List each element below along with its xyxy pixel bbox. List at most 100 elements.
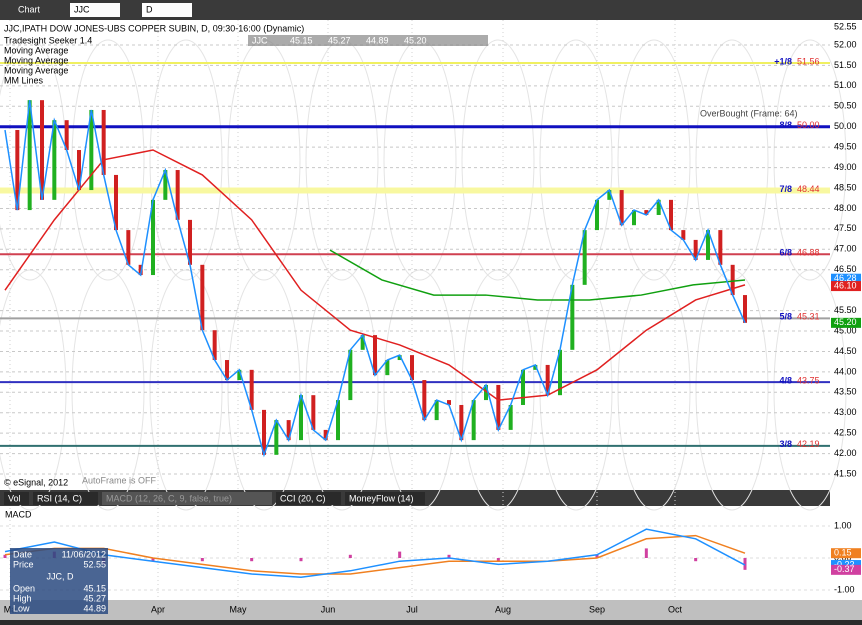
candle [619, 190, 624, 226]
tab-label[interactable]: MoneyFlow (14) [349, 493, 414, 503]
murrey-name: 5/8 [779, 312, 792, 322]
macd-hist [743, 558, 747, 570]
ma-green [329, 249, 746, 301]
macd-tick-label: -1.00 [834, 584, 855, 594]
candle [644, 210, 649, 215]
candle [693, 239, 698, 260]
price-tag-label: 46.10 [834, 280, 857, 290]
candle [360, 335, 365, 350]
candle [200, 264, 205, 331]
murrey-value: 51.56 [797, 56, 820, 66]
macd-hist [644, 548, 648, 558]
symbol[interactable]: JJC [74, 4, 90, 14]
macd-tag [831, 548, 861, 559]
y-tick-label: 42.00 [834, 448, 857, 458]
macd-pane [0, 506, 830, 600]
dw-value: 45.15 [83, 583, 106, 593]
study-label: Moving Average [4, 65, 68, 75]
study-label: Tradesight Seeker 1.4 [4, 35, 92, 45]
candle [681, 230, 686, 240]
candle [447, 400, 451, 405]
candle [471, 400, 476, 441]
candle [27, 100, 32, 211]
candle [175, 170, 180, 220]
dw-label: High [13, 593, 32, 603]
study-label: Moving Average [4, 45, 68, 55]
price-tag-label: 46.28 [834, 273, 857, 283]
dw-label: Open [13, 583, 35, 593]
candle [632, 210, 636, 226]
candle [15, 129, 20, 211]
ma-red [4, 149, 746, 401]
candle [718, 230, 723, 265]
candle [656, 199, 661, 215]
candle [558, 349, 562, 396]
tab[interactable] [102, 492, 272, 505]
candle [163, 170, 168, 200]
fib-arc [539, 39, 613, 281]
candle [508, 404, 513, 430]
murrey-name: +1/8 [774, 56, 792, 66]
y-tick-label: 43.50 [834, 387, 857, 397]
quote-bar [248, 35, 488, 46]
fib-arc [149, 39, 223, 281]
y-tick-label: 52.00 [834, 39, 857, 49]
interval-box[interactable] [142, 3, 192, 17]
macd-hist [151, 558, 155, 562]
dw-label: Date [13, 549, 32, 559]
candle [410, 355, 414, 381]
fib-arc [773, 39, 847, 281]
murrey-value: 48.44 [797, 184, 820, 194]
y-tick-label: 46.50 [834, 264, 857, 274]
candle [397, 355, 402, 361]
month-label: Jul [406, 604, 418, 614]
tab-label[interactable]: MACD (12, 26, C, 9, false, true) [106, 493, 232, 503]
dw-value: 44.89 [83, 603, 106, 613]
tab[interactable] [33, 492, 98, 505]
tab-label[interactable]: RSI (14, C) [37, 493, 82, 503]
y-tick-label: 49.50 [834, 142, 857, 152]
data-window [10, 548, 108, 614]
macd-hist [250, 558, 254, 562]
murrey-value: 43.75 [797, 375, 820, 385]
study-label: MM Lines [4, 75, 44, 85]
y-tick-label: 47.50 [834, 223, 857, 233]
dw-value: 52.55 [83, 559, 106, 569]
candle [40, 100, 44, 200]
y-tick-label: 50.00 [834, 121, 857, 131]
quote-value: 45.15 [290, 35, 313, 45]
chart-title: JJC,IPATH DOW JONES-UBS COPPER SUBIN, D,… [4, 23, 304, 33]
dw-value: 45.27 [83, 593, 106, 603]
overbought: OverBought (Frame: 64) [700, 108, 798, 118]
candle [496, 384, 501, 430]
month-label: May [229, 604, 247, 614]
y-tick-label: 48.00 [834, 203, 857, 213]
y-tick-label: 42.50 [834, 428, 857, 438]
murrey-name: 7/8 [779, 184, 792, 194]
tab-label[interactable]: CCI (20, C) [280, 493, 326, 503]
tab[interactable] [276, 492, 341, 505]
macd-hist [694, 558, 698, 562]
macd-hist [348, 554, 352, 558]
tab-label[interactable]: Vol [8, 493, 21, 503]
candle [114, 174, 118, 231]
candle [484, 384, 488, 401]
macd-tag-label: 0.15 [834, 548, 852, 558]
candle [459, 404, 464, 441]
candle [101, 109, 106, 175]
macd-hist [447, 554, 451, 558]
candle [286, 420, 291, 441]
price-tag [831, 281, 861, 292]
macd-hist [200, 558, 204, 562]
candle [262, 409, 266, 455]
interval[interactable]: D [146, 4, 153, 14]
symbol-box[interactable] [70, 3, 120, 17]
y-tick-label: 44.00 [834, 366, 857, 376]
candle [77, 150, 81, 191]
month-label: Aug [495, 604, 511, 614]
tab[interactable] [4, 492, 29, 505]
tab[interactable] [345, 492, 425, 505]
price-tag [831, 273, 861, 284]
toolbar [0, 0, 862, 20]
